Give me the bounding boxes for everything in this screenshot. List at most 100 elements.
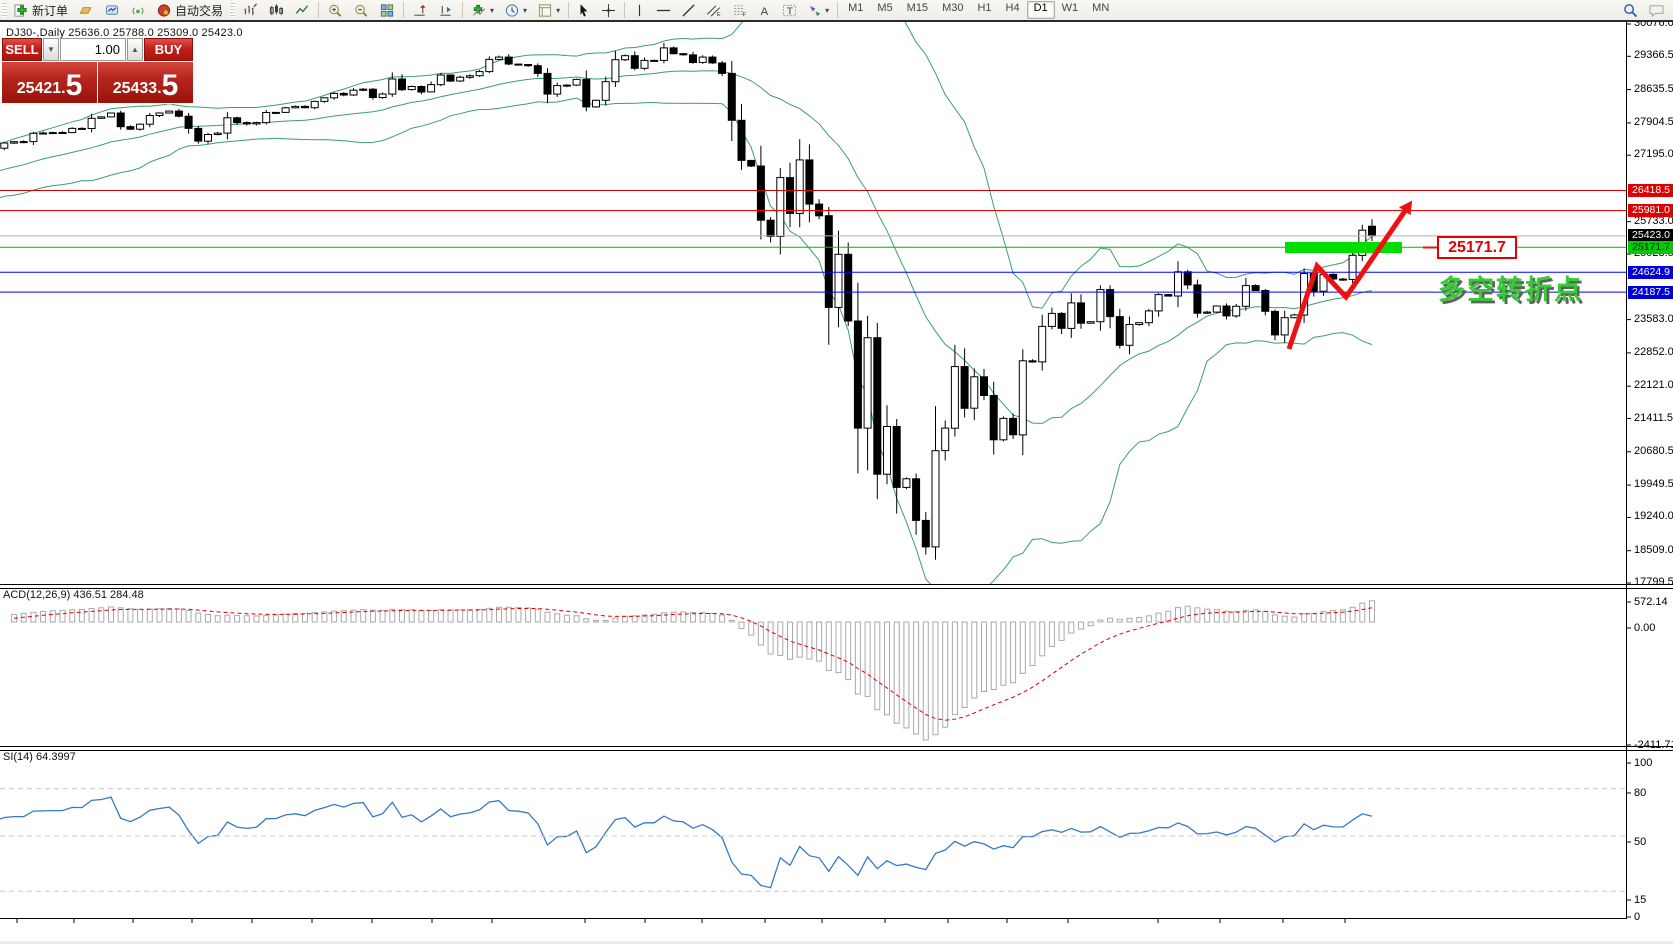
chart-shift-icon [440,5,451,16]
bid-price-display[interactable]: 25421. 5 [2,62,97,103]
macd-indicator-label: ACD(12,26,9) 436.51 284.48 [3,589,144,601]
zoom-out-icon [355,4,368,17]
text-label-icon: T [783,4,797,17]
volume-decrease-button[interactable]: ▼ [43,38,59,61]
rsi-axis-tick: 0 [1634,911,1641,923]
auto-trading-icon [157,3,171,17]
bid-price-big-digit: 5 [65,69,83,102]
horizontal-line-tool[interactable] [651,1,676,19]
price-level-badge: 25423.0 [1628,229,1673,243]
macd-axis-tick: -2411.71 [1634,739,1673,751]
price-axis-tick: 25733.0 [1634,214,1673,227]
toolbar-divider [0,20,1673,22]
cursor-button[interactable] [572,1,596,19]
sell-button[interactable]: SELL [2,38,42,61]
price-axis-tick: 29366.5 [1634,49,1673,62]
bid-price-main: 25421. [16,80,66,97]
chat-icon[interactable] [1648,3,1665,18]
timeframe-button-w1[interactable]: W1 [1061,2,1079,14]
trendline-icon [682,3,695,17]
main-toolbar: 新订单 自动交易 [0,0,1673,20]
toolbar-grip[interactable] [2,3,7,17]
indicators-caret: ▾ [490,5,495,15]
trendline-tool[interactable] [676,1,701,19]
fibonacci-tool[interactable]: F [727,1,753,19]
periods-button[interactable]: ▾ [499,1,532,19]
vertical-line-tool[interactable] [628,1,651,19]
price-level-badge: 24624.9 [1628,265,1673,279]
price-level-badge: 25981.0 [1628,203,1673,217]
price-axis-tick: 28635.5 [1634,82,1673,95]
line-chart-type-button[interactable] [289,1,315,19]
candle-chart-icon [269,3,284,15]
svg-text:A: A [761,5,769,17]
price-axis-tick: 23583.0 [1634,312,1673,325]
text-tool[interactable]: A [753,1,777,19]
one-click-trade-panel: SELL ▼ ▲ BUY 25421.5 25433.5 [2,38,193,104]
price-axis-tick: 22121.0 [1634,379,1673,392]
new-order-label: 新订单 [32,3,69,18]
turning-point-annotation[interactable]: 多空转折点 [1438,275,1583,305]
price-axis-tick: 27195.0 [1634,148,1673,161]
price-axis-tick: 21411.5 [1634,411,1673,424]
clock-icon [505,3,519,17]
crosshair-icon [602,3,616,17]
equidistant-channel-tool[interactable]: E [701,1,727,19]
window-bottom-edge [0,941,1673,944]
signal-button[interactable] [125,1,151,19]
buy-button[interactable]: BUY [144,38,193,61]
market-watch-button[interactable] [99,1,125,19]
bar-chart-type-button[interactable] [237,1,263,19]
zoom-in-icon [329,4,342,17]
text-label-tool[interactable]: T [777,1,802,19]
timeframe-button-m15[interactable]: M15 [906,2,929,14]
chart-shift-button[interactable] [433,1,459,19]
gold-ingot-button[interactable] [73,1,99,19]
rsi-indicator-label: SI(14) 64.3997 [3,751,76,763]
price-axis-tick: 17799.5 [1634,575,1673,588]
volume-increase-button[interactable]: ▲ [127,38,143,61]
rsi-axis-tick: 50 [1634,836,1647,848]
price-axis-tick: 19949.5 [1634,478,1673,491]
rsi-axis-tick: 80 [1634,787,1647,799]
timeframe-button-m30[interactable]: M30 [942,2,964,14]
shapes-caret: ▾ [825,5,830,15]
auto-trading-label: 自动交易 [175,3,224,18]
macd-axis-tick: 0.00 [1634,622,1656,634]
ask-price-big-digit: 5 [161,69,179,102]
auto-trading-button[interactable]: 自动交易 [151,1,228,19]
auto-scroll-button[interactable] [407,1,433,19]
new-order-button[interactable]: 新订单 [9,1,73,19]
timeframe-button-d1[interactable]: D1 [1026,1,1055,19]
zoom-out-button[interactable] [348,1,374,19]
timeframe-button-h4[interactable]: H4 [1005,2,1020,14]
arrows-tool[interactable]: ▾ [802,1,834,19]
tile-windows-button[interactable] [374,1,400,19]
svg-text:F: F [743,12,747,18]
indicators-button[interactable]: ▾ [466,1,499,19]
market-watch-icon [105,4,119,15]
toolbar-grip[interactable] [230,3,236,17]
price-level-badge: 26418.5 [1628,184,1673,198]
timeframe-button-h1[interactable]: H1 [977,2,992,14]
timeframe-button-m1[interactable]: M1 [848,2,864,14]
cursor-icon [580,3,588,17]
svg-text:T: T [787,6,794,17]
ask-price-display[interactable]: 25433. 5 [98,62,193,103]
price-level-badge: 25171.7 [1628,240,1673,254]
shapes-icon [809,5,821,16]
timeframe-button-mn[interactable]: MN [1092,2,1110,14]
candle-chart-type-button[interactable] [263,1,289,19]
templates-button[interactable]: ▾ [532,1,565,19]
gold-ingot-icon [79,6,92,14]
crosshair-button[interactable] [596,1,621,19]
support-price-label[interactable]: 25171.7 [1437,236,1517,259]
search-icon[interactable] [1623,3,1638,18]
volume-input[interactable] [60,38,126,61]
text-a-icon: A [761,5,769,17]
price-axis-tick: 20680.5 [1634,444,1673,457]
timeframe-button-m5[interactable]: M5 [877,2,893,14]
zoom-in-button[interactable] [322,1,348,19]
